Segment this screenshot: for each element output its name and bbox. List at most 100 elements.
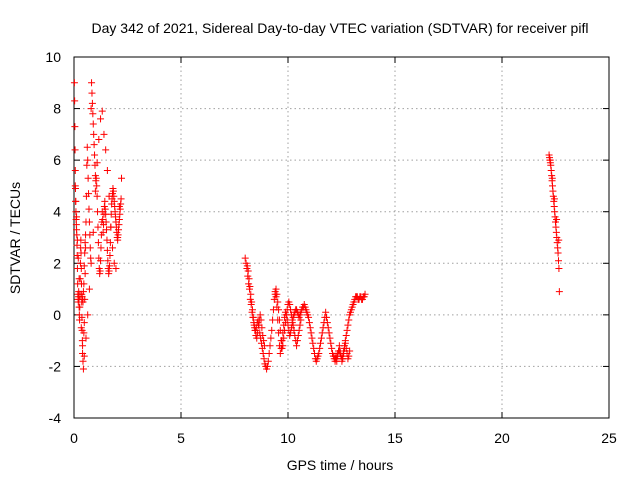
data-point [286,301,294,309]
data-point [93,182,101,190]
y-tick-label: -4 [49,410,62,426]
y-tick-label: 6 [53,152,61,168]
data-point [546,156,554,164]
data-point [244,267,252,275]
data-point [73,213,81,221]
data-point [308,334,316,342]
data-point [555,264,563,272]
data-point [73,231,81,239]
data-point [94,223,102,231]
data-point [107,210,115,218]
data-point [100,130,108,138]
data-point [77,324,85,332]
data-point [106,252,114,260]
data-point [324,324,332,332]
data-point [280,334,288,342]
x-tick-label: 25 [601,430,617,446]
data-point [117,195,125,203]
data-point [247,290,255,298]
data-point [294,331,302,339]
data-point [106,262,114,270]
data-point [361,290,369,298]
data-point [281,319,289,327]
data-point [80,329,88,337]
data-point [76,303,84,311]
data-point [72,208,80,216]
data-point [89,120,97,128]
data-point [102,218,110,226]
data-point [79,365,87,373]
data-point [343,326,351,334]
data-point [335,342,343,350]
data-point [103,226,111,234]
data-point [114,234,122,241]
data-point [259,350,267,358]
data-point [109,244,117,252]
y-tick-label: 0 [53,307,61,323]
data-point [555,236,563,244]
data-point [84,174,92,182]
data-point [82,231,90,239]
data-point [71,123,79,131]
data-point [85,218,93,226]
data-point [554,249,562,257]
data-point [103,246,111,254]
y-tick-label: 8 [53,101,61,117]
y-tick-label: 10 [45,49,61,65]
data-point [94,239,102,247]
data-point [273,290,281,298]
data-point [97,244,105,252]
data-point [87,105,95,113]
data-point [97,115,105,123]
data-point [260,342,268,350]
data-point [295,326,303,334]
data-point [79,298,87,306]
data-point [275,316,283,324]
data-point [71,146,79,154]
data-point [246,282,254,290]
x-tick-label: 5 [177,430,185,446]
y-tick-label: 4 [53,204,61,220]
data-point [276,350,284,358]
x-tick-label: 20 [494,430,510,446]
plot-frame [73,56,610,419]
data-point [89,110,97,118]
data-point [87,259,95,267]
data-point [259,331,267,339]
data-point [88,89,96,97]
data-point [253,334,261,342]
data-point [92,174,100,182]
data-point [112,264,120,272]
data-point [288,316,296,324]
data-point [72,197,80,205]
data-point [101,197,109,205]
axis-ticks: 0 5 10 15 20 25 -4 -2 0 2 4 6 8 10 [45,49,617,446]
data-point [241,254,249,262]
data-point [260,355,268,363]
data-point [263,362,271,370]
data-point [107,223,115,231]
data-point [71,97,79,105]
data-point [328,344,336,352]
data-point [326,334,334,342]
data-point [110,259,118,267]
data-point [71,182,79,190]
data-point [76,259,84,267]
data-point [93,192,101,200]
chart-title: Day 342 of 2021, Sidereal Day-to-day VTE… [92,20,589,36]
y-axis-label: SDTVAR / TECUs [7,182,23,294]
data-point [80,280,88,288]
data-point [550,195,558,203]
data-point [75,275,83,283]
data-point [79,342,87,350]
data-point [78,313,86,321]
data-point [287,311,295,319]
data-point [272,285,280,293]
data-point [81,270,89,278]
data-point [84,311,92,319]
data-point [96,267,104,275]
data-point [104,257,112,265]
series-2 [545,151,563,296]
data-point [85,205,93,213]
data-point [258,324,266,332]
